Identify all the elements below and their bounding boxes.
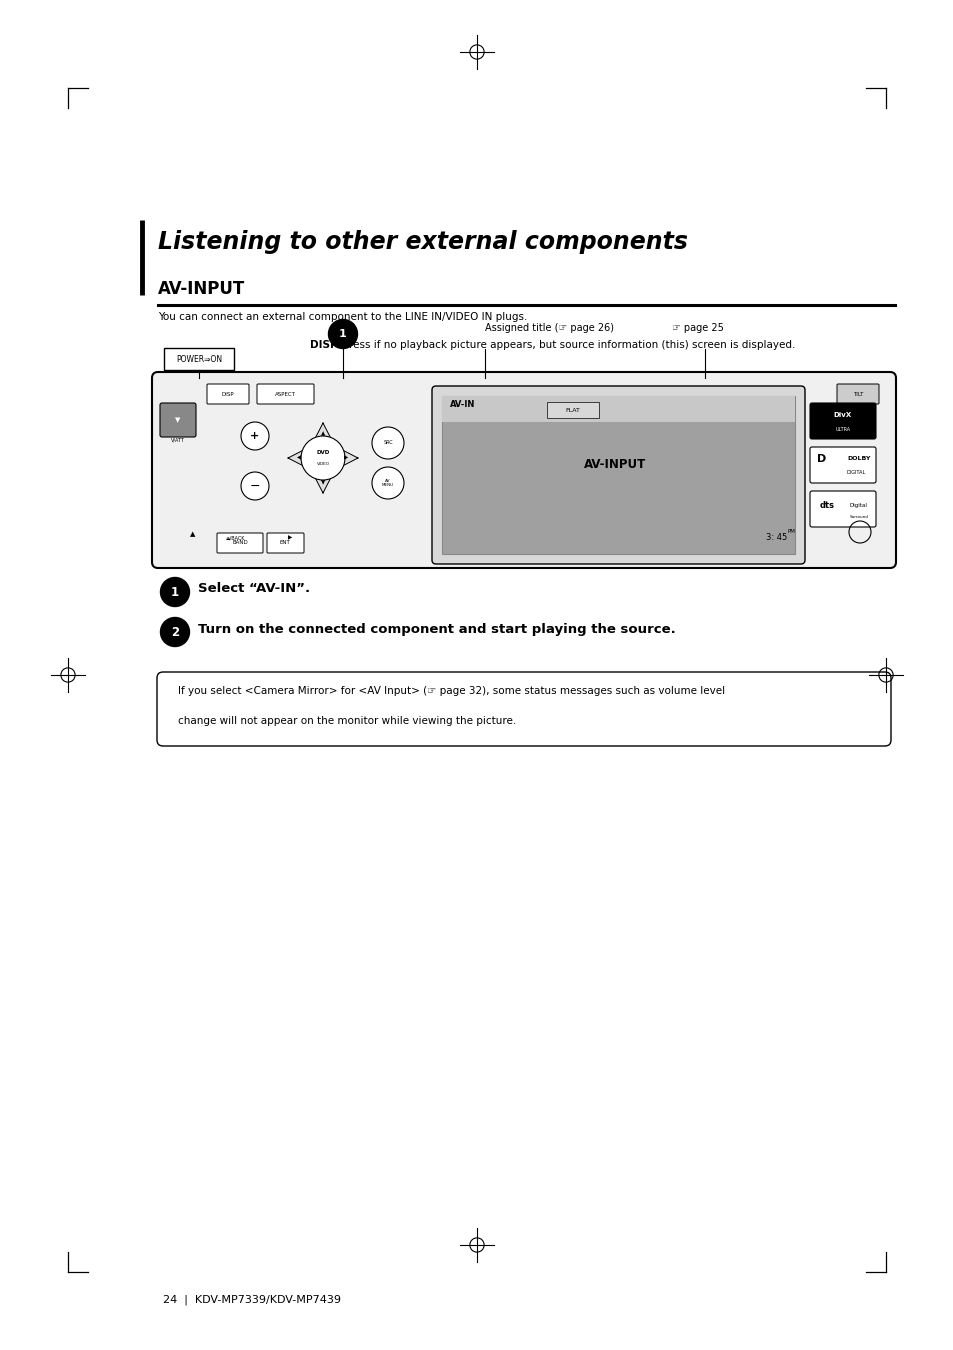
Text: DISP: DISP xyxy=(221,392,234,397)
FancyBboxPatch shape xyxy=(809,491,875,526)
Text: ▼: ▼ xyxy=(320,481,325,485)
Text: You can connect an external component to the LINE IN/VIDEO IN plugs.: You can connect an external component to… xyxy=(158,312,527,323)
Text: AV-IN: AV-IN xyxy=(450,400,475,409)
Text: : Press if no playback picture appears, but source information (this) screen is : : Press if no playback picture appears, … xyxy=(335,340,795,350)
Text: ENT: ENT xyxy=(279,540,290,545)
Text: dts: dts xyxy=(819,501,834,509)
Text: Assigned title (☞ page 26): Assigned title (☞ page 26) xyxy=(484,323,614,333)
FancyBboxPatch shape xyxy=(546,402,598,418)
Text: DOLBY: DOLBY xyxy=(846,456,869,462)
Text: ▲: ▲ xyxy=(320,431,325,436)
Circle shape xyxy=(160,578,190,606)
Text: 1: 1 xyxy=(171,586,179,598)
FancyBboxPatch shape xyxy=(809,404,875,439)
Circle shape xyxy=(241,423,269,450)
Text: TILT: TILT xyxy=(852,392,862,397)
Text: Turn on the connected component and start playing the source.: Turn on the connected component and star… xyxy=(198,622,675,636)
FancyBboxPatch shape xyxy=(809,447,875,483)
Circle shape xyxy=(372,467,403,500)
FancyBboxPatch shape xyxy=(152,373,895,568)
Circle shape xyxy=(160,617,190,647)
Polygon shape xyxy=(288,444,315,472)
FancyBboxPatch shape xyxy=(836,383,878,404)
Polygon shape xyxy=(308,464,337,493)
Polygon shape xyxy=(308,423,337,451)
Text: D: D xyxy=(817,454,825,464)
Text: DISP: DISP xyxy=(310,340,337,350)
FancyBboxPatch shape xyxy=(441,396,794,423)
Text: change will not appear on the monitor while viewing the picture.: change will not appear on the monitor wh… xyxy=(178,716,516,726)
FancyBboxPatch shape xyxy=(256,383,314,404)
Circle shape xyxy=(328,320,357,348)
Text: DIGITAL: DIGITAL xyxy=(846,471,865,475)
Text: Listening to other external components: Listening to other external components xyxy=(158,230,687,254)
Text: SRC: SRC xyxy=(383,440,393,446)
Text: PM: PM xyxy=(786,529,794,535)
Text: ▶: ▶ xyxy=(288,536,292,540)
Text: 3: 45: 3: 45 xyxy=(765,533,786,541)
FancyBboxPatch shape xyxy=(441,396,794,554)
FancyBboxPatch shape xyxy=(216,533,263,554)
Text: −: − xyxy=(250,479,260,493)
Circle shape xyxy=(241,472,269,499)
FancyBboxPatch shape xyxy=(267,533,304,554)
Text: 24  |  KDV-MP7339/KDV-MP7439: 24 | KDV-MP7339/KDV-MP7439 xyxy=(163,1295,340,1305)
Text: DivX: DivX xyxy=(833,412,851,418)
Text: V/ATT: V/ATT xyxy=(171,437,185,443)
Text: ▲: ▲ xyxy=(190,531,195,537)
FancyBboxPatch shape xyxy=(157,672,890,747)
Text: BAND: BAND xyxy=(232,540,248,545)
Text: ◀: ◀ xyxy=(297,455,301,460)
FancyBboxPatch shape xyxy=(432,386,804,564)
FancyBboxPatch shape xyxy=(164,348,233,370)
Circle shape xyxy=(301,436,345,481)
Text: +: + xyxy=(250,431,259,441)
FancyBboxPatch shape xyxy=(160,404,195,437)
Text: ▶: ▶ xyxy=(344,455,348,460)
Text: AV-INPUT: AV-INPUT xyxy=(158,279,245,298)
Text: 1: 1 xyxy=(338,329,347,339)
Text: ⏏/BACK: ⏏/BACK xyxy=(226,536,245,540)
Polygon shape xyxy=(330,444,357,472)
Text: If you select <Camera Mirror> for <AV Input> (☞ page 32), some status messages s: If you select <Camera Mirror> for <AV In… xyxy=(178,686,724,697)
Circle shape xyxy=(372,427,403,459)
Text: AV-INPUT: AV-INPUT xyxy=(583,459,645,471)
Text: ULTRA: ULTRA xyxy=(835,427,850,432)
Text: POWER⇒ON: POWER⇒ON xyxy=(175,355,222,363)
Text: 2: 2 xyxy=(171,625,179,639)
Text: VIDEO: VIDEO xyxy=(316,462,329,466)
Text: Surround: Surround xyxy=(849,514,868,518)
Text: ASPECT: ASPECT xyxy=(274,392,295,397)
Text: ▼: ▼ xyxy=(175,417,180,423)
Text: DVD: DVD xyxy=(316,450,330,455)
Text: Digital: Digital xyxy=(849,502,867,508)
Text: FLAT: FLAT xyxy=(565,408,579,413)
FancyBboxPatch shape xyxy=(207,383,249,404)
Text: AV
MENU: AV MENU xyxy=(381,479,394,487)
Text: ☞ page 25: ☞ page 25 xyxy=(671,323,723,333)
Text: Select “AV-IN”.: Select “AV-IN”. xyxy=(198,582,310,595)
